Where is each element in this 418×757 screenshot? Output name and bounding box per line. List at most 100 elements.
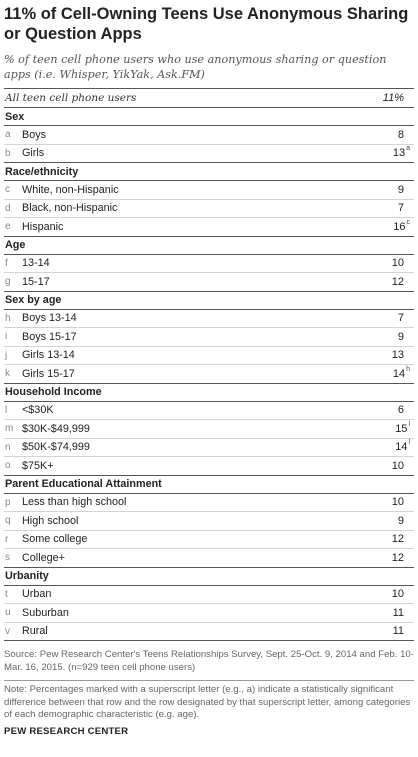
row-letter: u	[5, 607, 11, 619]
table-row: l <$30K 6	[4, 402, 414, 420]
row-label: Boys	[22, 128, 47, 141]
row-label: College+	[22, 551, 65, 564]
row-label: Boys 15-17	[22, 330, 77, 343]
table-row: c White, non-Hispanic 9	[4, 181, 414, 200]
row-letter: p	[5, 496, 11, 508]
row-letter: c	[5, 184, 10, 196]
row-value: 6	[397, 404, 404, 417]
row-letter: v	[5, 625, 10, 637]
table-row: u Suburban 11	[4, 604, 414, 623]
significance-note: Note: Percentages marked with a superscr…	[4, 680, 414, 722]
row-label: 13-14	[22, 257, 50, 270]
row-value: 16c	[393, 218, 411, 233]
row-label: Boys 13-14	[22, 312, 77, 325]
source-note: Source: Pew Research Center's Teens Rela…	[4, 649, 414, 673]
row-value: 11	[392, 625, 404, 638]
row-value: 11	[392, 606, 404, 619]
chart-subtitle: % of teen cell phone users who use anony…	[4, 53, 387, 81]
overall-label: All teen cell phone users	[5, 92, 137, 104]
row-label: Girls 13-14	[22, 349, 75, 362]
significance-superscript: h	[406, 365, 410, 373]
table-row: b Girls 13a	[4, 145, 414, 163]
row-letter: m	[5, 423, 14, 435]
row-label: Black, non-Hispanic	[22, 202, 118, 215]
row-label: High school	[22, 514, 79, 527]
row-label: 15-17	[22, 275, 50, 288]
row-letter: l	[5, 404, 8, 416]
overall-value: 11%	[382, 92, 404, 104]
row-letter: f	[5, 257, 8, 269]
row-value: 14h	[392, 365, 410, 380]
section-header: Household Income	[4, 384, 414, 402]
table-row: o $75K+ 10	[4, 457, 414, 476]
row-letter: j	[5, 349, 8, 361]
row-letter: q	[5, 515, 11, 527]
table-row: f 13-14 10	[4, 255, 414, 273]
chart-title: 11% of Cell-Owning Teens Use Anonymous S…	[4, 5, 409, 43]
row-value: 9	[397, 330, 404, 343]
row-value: 10	[391, 459, 404, 472]
row-letter: i	[5, 331, 8, 343]
row-label: Less than high school	[22, 496, 127, 509]
row-letter: b	[5, 147, 11, 159]
table-row: i Boys 15-17 9	[4, 328, 414, 347]
row-letter: g	[5, 276, 11, 288]
table-row: n $50K-$74,999 14l	[4, 439, 414, 457]
table-row: d Black, non-Hispanic 7	[4, 200, 414, 218]
row-letter: s	[5, 552, 10, 564]
section-header: Race/ethnicity	[4, 163, 414, 181]
data-table: All teen cell phone users 11% Sex a Boys 8 b…	[4, 88, 414, 641]
brand-label: PEW RESEARCH CENTER	[4, 725, 129, 737]
row-label: White, non-Hispanic	[22, 183, 119, 196]
table-row: p Less than high school 10	[4, 494, 414, 512]
significance-superscript: a	[406, 145, 410, 153]
row-value: 9	[397, 514, 404, 527]
row-value: 9	[397, 183, 404, 196]
row-value: 10	[391, 496, 404, 509]
row-letter: d	[5, 202, 11, 214]
table-row: g 15-17 12	[4, 273, 414, 292]
row-label: Girls	[22, 147, 45, 160]
row-label: Hispanic	[22, 220, 64, 233]
row-label: <$30K	[22, 404, 54, 417]
table-row: t Urban 10	[4, 586, 414, 604]
row-label: Girls 15-17	[22, 367, 75, 380]
row-label: Some college	[22, 533, 88, 546]
row-letter: h	[5, 312, 11, 324]
table-row: q High school 9	[4, 512, 414, 531]
row-value: 10	[391, 588, 404, 601]
table-row: e Hispanic 16c	[4, 218, 414, 237]
table-row: j Girls 13-14 13	[4, 347, 414, 365]
row-value: 8	[397, 128, 404, 141]
row-value: 13a	[392, 145, 410, 160]
row-value: 12	[391, 275, 404, 288]
row-letter: a	[5, 129, 11, 141]
row-value: 12	[391, 533, 404, 546]
row-letter: n	[5, 441, 11, 453]
row-letter: t	[5, 588, 8, 600]
row-value: 12	[391, 551, 404, 564]
figure: 11% of Cell-Owning Teens Use Anonymous S…	[4, 4, 414, 737]
row-label: Urban	[22, 588, 52, 601]
row-value: 7	[397, 202, 404, 215]
table-row: k Girls 15-17 14h	[4, 365, 414, 384]
overall-row: All teen cell phone users 11%	[4, 89, 414, 108]
row-letter: o	[5, 460, 11, 472]
significance-superscript: c	[406, 218, 411, 226]
section-header: Sex	[4, 108, 414, 126]
row-label: Rural	[22, 625, 48, 638]
row-letter: r	[5, 533, 9, 545]
table-row: a Boys 8	[4, 126, 414, 145]
row-label: $75K+	[22, 459, 54, 472]
section-header: Age	[4, 237, 414, 255]
table-row: r Some college 12	[4, 531, 414, 549]
row-value: 10	[391, 257, 404, 270]
row-label: Suburban	[22, 606, 69, 619]
row-letter: e	[5, 221, 11, 233]
section-header: Urbanity	[4, 568, 414, 586]
row-letter: k	[5, 368, 10, 380]
table-row: v Rural 11	[4, 623, 414, 641]
table-row: h Boys 13-14 7	[4, 310, 414, 328]
row-label: $50K-$74,999	[22, 441, 90, 454]
section-header: Sex by age	[4, 292, 414, 310]
